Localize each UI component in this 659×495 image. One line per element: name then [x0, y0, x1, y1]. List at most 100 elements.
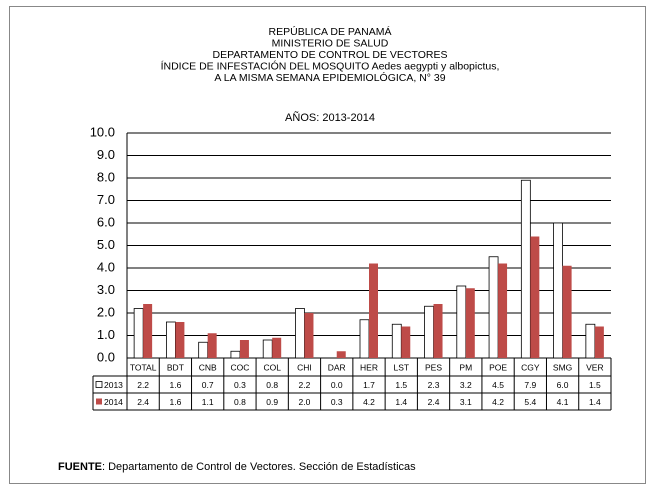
data-label: 0.8: [234, 397, 246, 407]
bar: [143, 304, 153, 358]
y-tick-label: 10.0: [90, 124, 115, 139]
bar: [424, 305, 434, 359]
x-tick-label: CNB: [199, 362, 217, 372]
data-label: 3.1: [460, 397, 472, 407]
bar: [336, 351, 346, 358]
data-label: 4.5: [492, 380, 504, 390]
data-label: 1.1: [202, 397, 214, 407]
x-tick-label: PES: [425, 362, 442, 372]
data-label: 2.2: [137, 380, 149, 390]
bar: [359, 319, 370, 359]
bar: [553, 222, 563, 359]
data-label: 1.7: [363, 380, 375, 390]
chart-title: MINISTERIO DE SALUD: [272, 37, 389, 49]
data-label: 4.2: [492, 397, 504, 407]
legend-swatch: [96, 398, 102, 405]
data-label: 2.0: [299, 397, 311, 407]
bar: [391, 323, 402, 359]
bar: [207, 333, 217, 358]
data-label: 0.3: [234, 380, 246, 390]
x-tick-label: CGY: [521, 362, 540, 372]
bar: [433, 304, 443, 358]
bar: [272, 337, 282, 358]
legend-swatch: [95, 381, 103, 388]
data-label: 5.4: [524, 397, 536, 407]
bar: [133, 308, 144, 359]
bar: [498, 263, 508, 358]
x-tick-label: PM: [459, 362, 472, 372]
subtitle: AÑOS: 2013-2014: [285, 111, 375, 124]
bar: [262, 339, 273, 359]
y-tick-label: 4.0: [97, 259, 115, 274]
chart-title: DEPARTAMENTO DE CONTROL DE VECTORES: [213, 49, 448, 61]
source-label: FUENTE: [58, 461, 102, 473]
data-label: 1.4: [395, 397, 407, 407]
data-label: 2.3: [428, 380, 440, 390]
y-tick-label: 1.0: [97, 327, 115, 342]
y-tick-label: 9.0: [97, 147, 115, 162]
data-label: 2.4: [137, 397, 149, 407]
bar: [175, 322, 185, 358]
y-tick-label: 5.0: [97, 237, 115, 252]
data-label: 0.8: [266, 380, 278, 390]
x-tick-label: SMG: [553, 362, 572, 372]
bar: [165, 321, 176, 359]
bar: [530, 236, 540, 358]
bar: [369, 263, 378, 358]
bar: [304, 313, 314, 358]
x-tick-label: HER: [360, 362, 378, 372]
legend-label: 2014: [104, 397, 123, 407]
x-tick-label: LST: [393, 362, 409, 372]
x-tick-label: VER: [586, 362, 603, 372]
x-tick-label: POE: [489, 362, 507, 372]
data-label: 3.2: [460, 380, 472, 390]
bar: [401, 326, 411, 358]
data-label: 4.1: [557, 397, 569, 407]
data-label: 0.0: [331, 380, 343, 390]
y-tick-label: 2.0: [97, 304, 115, 319]
chart-title: ÍNDICE DE INFESTACIÓN DEL MOSQUITO Aedes…: [161, 59, 500, 72]
data-label: 1.4: [589, 397, 601, 407]
bar: [295, 308, 305, 359]
bar: [594, 326, 604, 358]
data-label: 0.7: [202, 380, 214, 390]
y-tick-label: 7.0: [97, 192, 115, 207]
y-tick-label: 6.0: [97, 214, 115, 229]
x-tick-label: BDT: [167, 362, 184, 372]
chart-title: REPÚBLICA DE PANAMÁ: [269, 25, 392, 38]
data-label: 0.9: [266, 397, 278, 407]
data-label: 1.5: [589, 380, 601, 390]
y-tick-label: 0.0: [97, 349, 115, 364]
source-text: : Departamento de Control de Vectores. S…: [102, 461, 416, 473]
source: FUENTE: Departamento de Control de Vecto…: [58, 461, 416, 473]
data-label: 2.2: [299, 380, 311, 390]
bar: [488, 256, 499, 359]
data-label: 1.5: [395, 380, 407, 390]
data-label: 6.0: [557, 380, 569, 390]
data-label: 4.2: [363, 397, 375, 407]
x-tick-label: DAR: [328, 362, 346, 372]
y-tick-label: 3.0: [97, 282, 115, 297]
data-label: 7.9: [524, 380, 536, 390]
bar: [465, 288, 475, 358]
frame: [9, 6, 646, 484]
data-label: 0.3: [331, 397, 343, 407]
bar: [562, 265, 572, 358]
data-label: 1.6: [169, 397, 181, 407]
bar: [456, 285, 467, 359]
chart-title: A LA MISMA SEMANA EPIDEMIOLÓGICA, N° 39: [214, 71, 445, 84]
data-label: 2.4: [428, 397, 440, 407]
bar: [239, 340, 249, 358]
x-tick-label: TOTAL: [130, 362, 157, 372]
x-tick-label: COC: [230, 362, 249, 372]
x-tick-label: COL: [263, 362, 281, 372]
bar: [230, 350, 241, 359]
bar: [585, 323, 596, 359]
legend-label: 2013: [104, 380, 123, 390]
x-tick-label: CHI: [297, 362, 312, 372]
y-tick-label: 8.0: [97, 169, 115, 184]
data-label: 1.6: [169, 380, 181, 390]
bar: [198, 341, 209, 359]
bar: [520, 179, 531, 359]
